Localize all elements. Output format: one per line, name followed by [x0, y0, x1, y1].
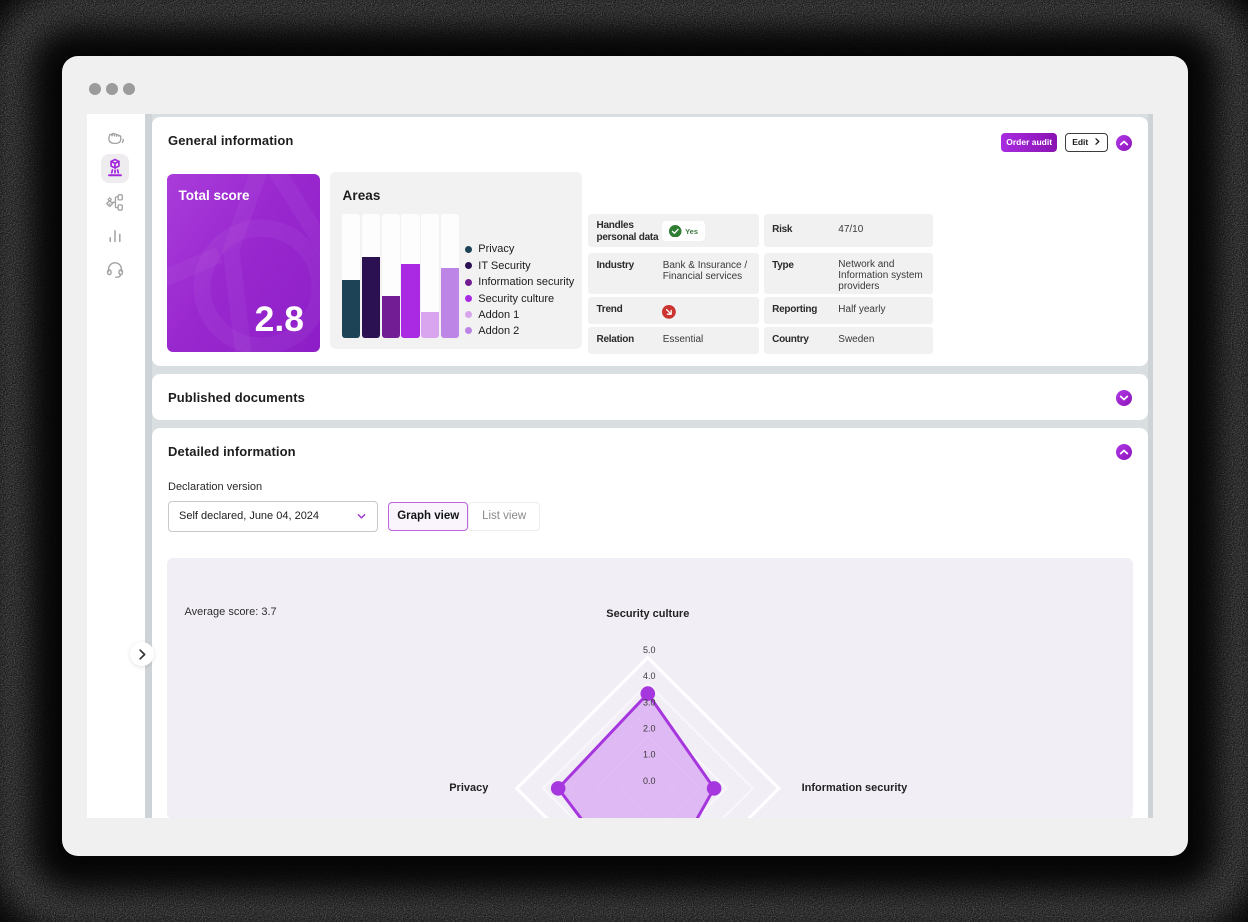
- svg-text:3.0: 3.0: [643, 697, 656, 707]
- svg-text:1.0: 1.0: [643, 749, 656, 759]
- svg-text:0.0: 0.0: [643, 775, 656, 785]
- svg-text:Information security: Information security: [802, 781, 908, 793]
- svg-text:5.0: 5.0: [643, 644, 656, 654]
- svg-text:Security culture: Security culture: [606, 607, 689, 619]
- svg-text:4.0: 4.0: [643, 671, 656, 681]
- svg-text:Privacy: Privacy: [449, 781, 489, 793]
- svg-text:2.0: 2.0: [643, 723, 656, 733]
